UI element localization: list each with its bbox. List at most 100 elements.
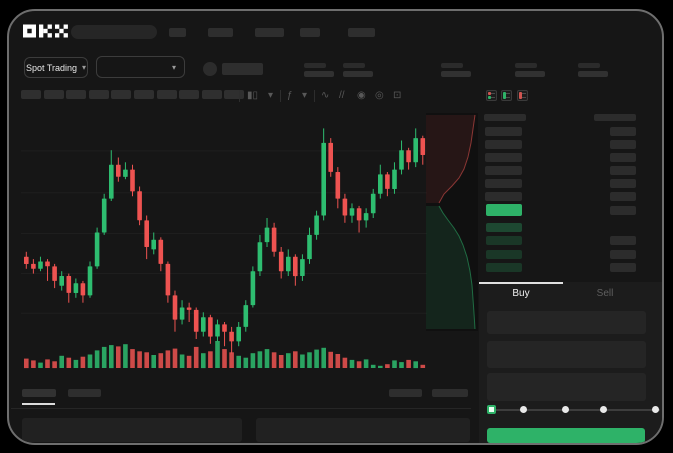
candle-body: [229, 331, 234, 342]
volume-bar: [406, 359, 411, 368]
okx-logo[interactable]: [23, 24, 69, 38]
style-dropdown-icon[interactable]: ▾: [268, 90, 274, 101]
line-tool-icon[interactable]: ∿: [321, 90, 330, 101]
volume-bar: [307, 352, 312, 368]
search-input[interactable]: [71, 25, 157, 39]
nav-placeholder[interactable]: [169, 28, 186, 37]
amount-slider-track[interactable]: [490, 409, 660, 411]
bid-row-price[interactable]: [486, 249, 522, 259]
total-field[interactable]: [487, 373, 646, 401]
book-split-icon[interactable]: [486, 90, 497, 101]
ask-row-price[interactable]: [485, 127, 522, 136]
bottom-action-placeholder[interactable]: [432, 389, 468, 397]
indicators-dropdown-icon[interactable]: ▾: [302, 90, 308, 101]
volume-bar: [278, 355, 284, 368]
volume-bar: [385, 364, 390, 368]
depth-chart[interactable]: [426, 113, 478, 331]
candle-body: [179, 307, 185, 320]
orders-panel-placeholder[interactable]: [256, 418, 470, 442]
ticker-stat-label: [578, 63, 600, 68]
candle-body: [165, 263, 171, 296]
volume-bar: [399, 362, 404, 368]
volume-bar: [193, 346, 199, 368]
timeframe-slot[interactable]: [111, 90, 132, 99]
candle-style-icon[interactable]: ▮▯: [247, 90, 259, 101]
settings-icon[interactable]: ◎: [375, 90, 384, 101]
timeframe-slot[interactable]: [21, 90, 41, 99]
ask-row-price[interactable]: [485, 166, 522, 175]
toolbar-divider: [239, 90, 240, 102]
tab-sell[interactable]: Sell: [563, 288, 647, 299]
buy-submit-button[interactable]: [487, 428, 645, 443]
timeframe-slot[interactable]: [179, 90, 200, 99]
nav-placeholder[interactable]: [255, 28, 284, 37]
timeframe-slot[interactable]: [43, 90, 64, 99]
indicators-icon[interactable]: ƒ: [287, 90, 293, 101]
last-price-highlight[interactable]: [486, 204, 522, 216]
pair-name-placeholder: [222, 63, 263, 75]
volume-bar: [335, 354, 341, 368]
candle-body: [314, 215, 319, 235]
market-type-selector[interactable]: Spot Trading ▾: [24, 57, 88, 78]
bottom-tab-active[interactable]: [22, 389, 56, 397]
volume-bar: [94, 350, 100, 368]
bottom-tab[interactable]: [68, 389, 101, 397]
bid-row-price[interactable]: [486, 223, 522, 232]
ask-row-price[interactable]: [485, 179, 522, 188]
timeframe-slot[interactable]: [88, 90, 109, 99]
snapshot-icon[interactable]: ◉: [357, 90, 366, 101]
candle-body: [300, 259, 305, 276]
slider-handle[interactable]: [487, 405, 496, 414]
ask-row-price[interactable]: [485, 192, 522, 201]
volume-bar: [179, 354, 185, 368]
candle-body: [321, 142, 326, 216]
slider-stop[interactable]: [652, 406, 659, 413]
bid-row-price[interactable]: [486, 263, 522, 273]
book-bids-icon[interactable]: [501, 90, 512, 101]
nav-placeholder[interactable]: [348, 28, 375, 37]
slider-stop[interactable]: [600, 406, 607, 413]
book-header-price: [484, 114, 526, 121]
bid-row-price[interactable]: [486, 236, 522, 246]
timeframe-slot[interactable]: [201, 90, 222, 99]
candle-body: [378, 174, 383, 194]
book-header-amount: [594, 114, 636, 121]
tab-buy[interactable]: Buy: [479, 288, 563, 299]
price-field[interactable]: [487, 311, 646, 334]
orders-panel-placeholder[interactable]: [22, 418, 242, 442]
fullscreen-icon[interactable]: ⊡: [393, 90, 402, 101]
timeframe-slot[interactable]: [66, 90, 87, 99]
ticker-stat-value: [343, 71, 373, 77]
depth-asks-area: [426, 115, 475, 203]
amount-field[interactable]: [487, 341, 646, 368]
timeframe-slot[interactable]: [134, 90, 154, 99]
volume-bar: [250, 353, 256, 369]
ticker-stat-label: [441, 63, 463, 68]
nav-placeholder[interactable]: [208, 28, 233, 37]
slider-stop[interactable]: [520, 406, 527, 413]
pair-selector[interactable]: ▾: [96, 56, 185, 78]
candle-body: [257, 242, 263, 272]
candle-body: [45, 261, 50, 267]
compare-icon[interactable]: //: [339, 90, 345, 101]
volume-bar: [300, 354, 305, 368]
bottom-action-placeholder[interactable]: [389, 389, 422, 397]
book-asks-icon[interactable]: [517, 90, 528, 101]
candle-body: [264, 227, 270, 243]
nav-placeholder[interactable]: [300, 28, 320, 37]
ask-row-price[interactable]: [485, 153, 522, 162]
ask-row-price[interactable]: [485, 140, 522, 149]
candle-body: [208, 317, 213, 337]
volume-bar: [165, 350, 171, 368]
candle-body: [172, 295, 178, 320]
candle-body: [406, 150, 411, 163]
candle-body: [109, 164, 114, 199]
volume-bar: [314, 349, 319, 368]
ticker-stat-label: [304, 63, 326, 68]
volume-bar: [293, 351, 298, 368]
timeframe-slot[interactable]: [156, 90, 177, 99]
timeframe-slot[interactable]: [224, 90, 245, 99]
candlestick-chart[interactable]: [21, 116, 427, 369]
slider-stop[interactable]: [562, 406, 569, 413]
book-amount-placeholder: [610, 206, 636, 215]
